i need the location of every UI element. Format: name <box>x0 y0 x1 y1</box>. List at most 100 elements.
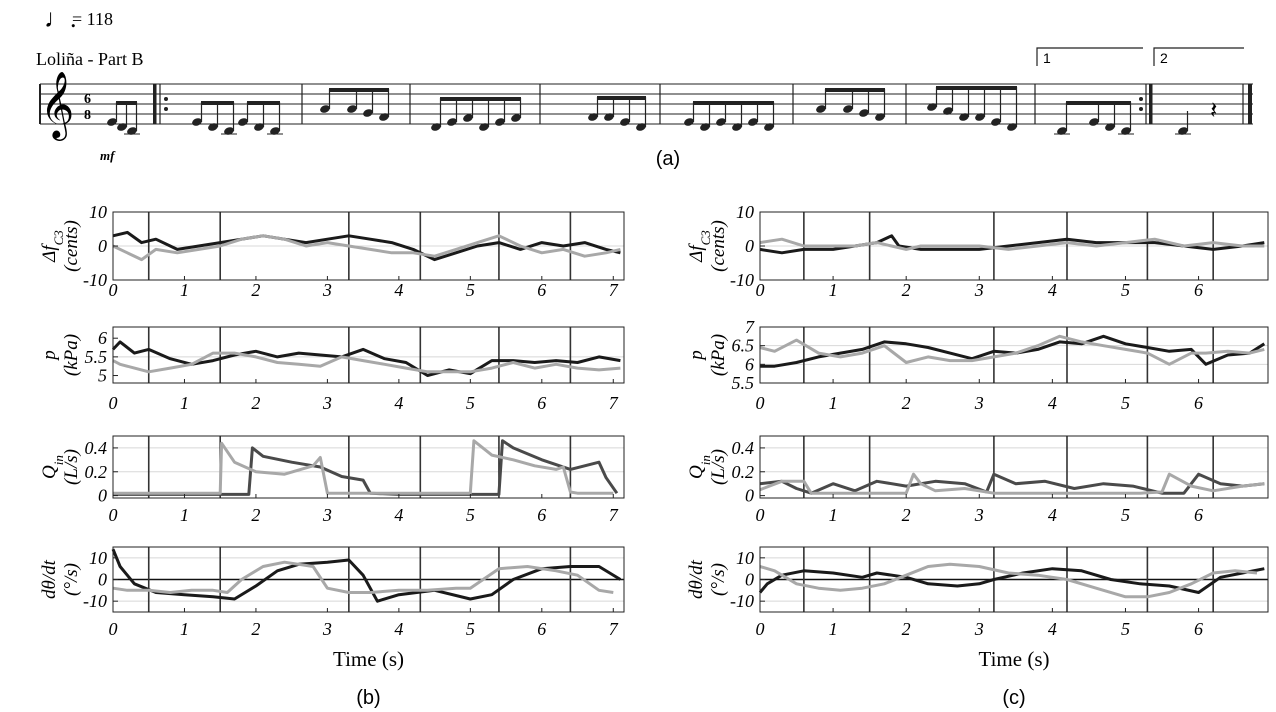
note-head <box>320 105 330 113</box>
note-head <box>927 103 937 111</box>
note-head <box>270 127 280 135</box>
note-beam <box>247 101 280 105</box>
y-tick-label: 10 <box>736 202 754 222</box>
x-tick-label: 5 <box>1121 393 1130 413</box>
x-tick-label: 4 <box>394 280 403 300</box>
note-beam <box>116 101 137 105</box>
x-tick-label: 6 <box>537 619 546 639</box>
y-tick-label: 5.5 <box>732 373 755 393</box>
caption-a: (a) <box>656 148 680 170</box>
y-tick-label: 0.4 <box>85 438 108 458</box>
note-head <box>975 113 985 121</box>
panel-frame <box>112 326 625 384</box>
note-head <box>254 123 264 131</box>
time-signature-top: 6 <box>84 92 91 107</box>
note-beam <box>693 101 774 105</box>
panel: 0.4 0.2 00 1 2 3 4 5 6 7 Qin(L/s) <box>39 435 625 525</box>
x-tick-label: 1 <box>180 393 189 413</box>
tempo-marking: = 118 <box>72 9 113 29</box>
note-head <box>875 113 885 121</box>
note-beam <box>936 86 1017 90</box>
x-tick-label: 6 <box>1194 505 1203 525</box>
note-head <box>431 123 441 131</box>
note-head <box>843 105 853 113</box>
chart-caption: (b) <box>356 687 380 709</box>
x-tick-label: 5 <box>1121 619 1130 639</box>
y-tick-label: 10 <box>736 548 754 568</box>
x-tick-label: 1 <box>180 280 189 300</box>
series-line <box>759 237 1265 251</box>
note-head <box>748 118 758 126</box>
x-axis-label: Time (s) <box>333 647 404 671</box>
x-tick-label: 2 <box>251 393 260 413</box>
y-tick-label: -10 <box>83 270 107 290</box>
x-tick-label: 1 <box>829 280 838 300</box>
repeat-dot <box>1139 107 1143 111</box>
y-axis-label: dθ/dt <box>686 559 707 599</box>
panel: 100-100 1 2 3 4 5 6dθ/dt (°/s) <box>686 546 1269 639</box>
x-tick-label: 4 <box>1048 505 1057 525</box>
y-tick-label: -10 <box>83 591 107 611</box>
panel-frame <box>759 326 1269 384</box>
time-signature-bottom: 8 <box>84 108 91 123</box>
x-tick-label: 0 <box>756 619 765 639</box>
note-head <box>959 113 969 121</box>
note-beam <box>1066 101 1131 105</box>
x-tick-label: 4 <box>394 393 403 413</box>
y-axis-unit: (L/s) <box>708 449 729 485</box>
y-tick-label: -10 <box>730 270 754 290</box>
y-axis-label: Qin <box>39 455 66 479</box>
note-head <box>604 113 614 121</box>
y-tick-label: 7 <box>745 317 755 337</box>
note-head <box>684 118 694 126</box>
repeat-dot <box>164 107 168 111</box>
y-tick-label: 0.4 <box>732 438 755 458</box>
y-tick-label: 0 <box>98 570 107 590</box>
x-tick-label: 0 <box>109 280 118 300</box>
x-axis-label: Time (s) <box>979 647 1050 671</box>
repeat-dot <box>1139 97 1143 101</box>
note-head <box>107 118 117 126</box>
x-tick-label: 6 <box>1194 393 1203 413</box>
y-axis-label: p <box>39 350 60 362</box>
volta-bracket-2 <box>1153 47 1244 66</box>
x-tick-label: 3 <box>974 505 984 525</box>
y-axis-unit: (cents) <box>61 220 82 272</box>
y-tick-label: 6 <box>98 328 107 348</box>
y-tick-label: 5 <box>98 366 107 386</box>
x-tick-label: 1 <box>180 505 189 525</box>
x-tick-label: 1 <box>829 505 838 525</box>
note-head <box>991 118 1001 126</box>
series-line <box>111 548 622 603</box>
note-head <box>732 123 742 131</box>
x-tick-label: 3 <box>974 619 984 639</box>
repeat-start-thick <box>153 84 157 124</box>
y-tick-label: 0.2 <box>85 462 108 482</box>
panel-frame <box>112 435 625 499</box>
y-axis-unit: (kPa) <box>61 334 82 376</box>
x-tick-label: 5 <box>466 393 475 413</box>
y-tick-label: 0.2 <box>732 462 755 482</box>
volta-label-1: 1 <box>1043 50 1051 66</box>
series-line <box>760 334 1266 368</box>
x-tick-label: 4 <box>1048 619 1057 639</box>
series-line <box>112 560 614 594</box>
note-head <box>479 123 489 131</box>
note-head <box>816 105 826 113</box>
note-head <box>943 107 953 115</box>
x-tick-label: 6 <box>537 505 546 525</box>
y-tick-label: 10 <box>89 548 107 568</box>
note-head <box>363 109 373 117</box>
y-tick-label: -10 <box>730 591 754 611</box>
x-tick-label: 5 <box>466 280 475 300</box>
series-line <box>759 472 1265 495</box>
score-barlines <box>153 84 1252 124</box>
note-head <box>636 123 646 131</box>
x-tick-label: 5 <box>466 619 475 639</box>
note-head <box>224 127 234 135</box>
y-tick-label: 5.5 <box>85 347 108 367</box>
x-tick-label: 5 <box>1121 505 1130 525</box>
